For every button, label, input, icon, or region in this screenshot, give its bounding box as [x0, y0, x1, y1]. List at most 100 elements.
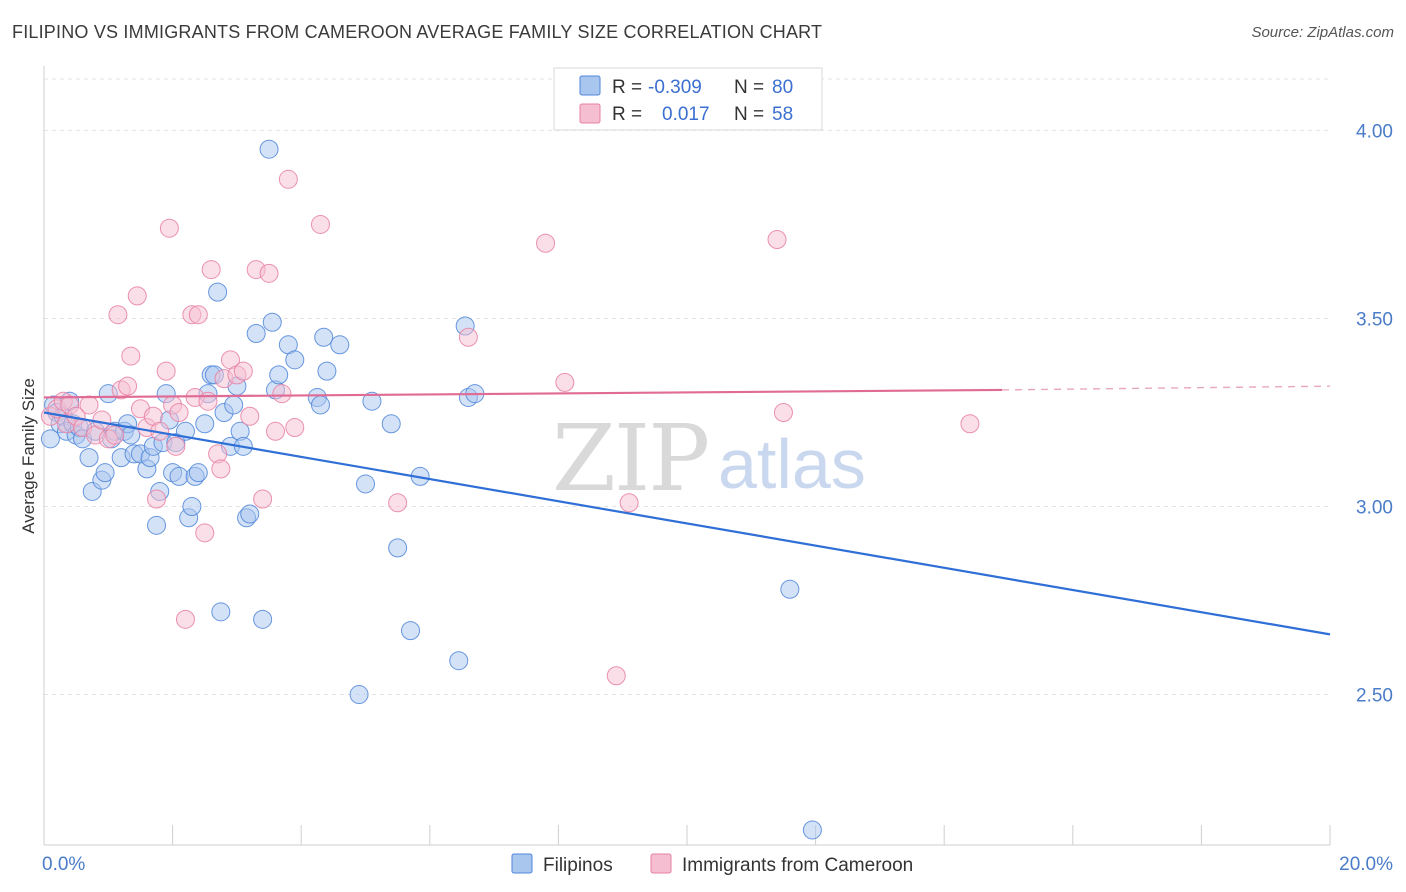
- legend-r-label-filipinos: R =: [612, 77, 642, 98]
- point-cameroon: [169, 402, 189, 422]
- x-tick-label-max: 20.0%: [1339, 854, 1393, 875]
- point-filipinos: [79, 448, 99, 468]
- trend-lines: [43, 385, 1331, 636]
- point-cameroon: [253, 489, 273, 509]
- x-tick-labels: 0.0% 20.0%: [42, 854, 1393, 875]
- point-filipinos: [95, 463, 115, 483]
- point-filipinos: [182, 497, 202, 517]
- point-cameroon: [79, 395, 99, 415]
- point-filipinos: [262, 312, 282, 332]
- point-cameroon: [259, 263, 279, 283]
- y-axis-title: Average Family Size: [19, 378, 38, 534]
- point-cameroon: [92, 410, 112, 430]
- point-filipinos: [802, 820, 822, 840]
- point-filipinos: [259, 139, 279, 159]
- point-cameroon: [198, 391, 218, 411]
- point-cameroon: [278, 169, 298, 189]
- point-cameroon: [127, 286, 147, 306]
- y-tick-label: 3.00: [1356, 498, 1393, 519]
- point-filipinos: [314, 327, 334, 347]
- point-cameroon: [285, 418, 305, 438]
- point-cameroon: [188, 305, 208, 325]
- point-filipinos: [285, 350, 305, 370]
- point-filipinos: [147, 515, 167, 535]
- bottom-legend-filipinos: Filipinos: [543, 855, 613, 876]
- point-cameroon: [201, 260, 221, 280]
- legend-n-label-cameroon: N =: [734, 104, 764, 125]
- point-filipinos: [246, 324, 266, 344]
- legend-swatch-filipinos: [579, 75, 601, 96]
- point-filipinos: [330, 335, 350, 355]
- trend-line-cameroon-extension: [1002, 385, 1331, 391]
- watermark: ZIP atlas: [552, 405, 866, 512]
- point-cameroon: [121, 346, 141, 366]
- point-filipinos: [253, 609, 273, 629]
- point-cameroon: [147, 489, 167, 509]
- point-filipinos: [780, 579, 800, 599]
- point-cameroon: [211, 459, 231, 479]
- point-cameroon: [272, 384, 292, 404]
- watermark-atlas: atlas: [718, 425, 866, 503]
- data-points: [40, 139, 980, 840]
- point-cameroon: [240, 406, 260, 426]
- point-cameroon: [156, 361, 176, 381]
- point-filipinos: [211, 602, 231, 622]
- point-cameroon: [118, 376, 138, 396]
- axes: [43, 66, 1331, 846]
- point-cameroon: [555, 372, 575, 392]
- trend-line-cameroon: [43, 388, 1003, 399]
- trend-line-filipinos: [43, 411, 1331, 636]
- point-cameroon: [166, 436, 186, 456]
- point-cameroon: [159, 218, 179, 238]
- point-cameroon: [960, 414, 980, 434]
- legend-r-label-cameroon: R =: [612, 104, 642, 125]
- y-tick-label: 3.50: [1356, 309, 1393, 330]
- point-filipinos: [317, 361, 337, 381]
- point-filipinos: [224, 395, 244, 415]
- legend-n-value-filipinos: 80: [772, 77, 793, 98]
- y-tick-label: 2.50: [1356, 686, 1393, 707]
- point-filipinos: [188, 463, 208, 483]
- y-tick-labels: 2.50 3.00 3.50 4.00: [1356, 121, 1393, 706]
- point-filipinos: [349, 685, 369, 705]
- point-cameroon: [773, 402, 793, 422]
- point-cameroon: [536, 233, 556, 253]
- point-filipinos: [208, 282, 228, 302]
- point-filipinos: [362, 391, 382, 411]
- legend-swatch-cameroon: [579, 103, 601, 124]
- point-filipinos: [269, 365, 289, 385]
- point-cameroon: [310, 214, 330, 234]
- point-cameroon: [767, 229, 787, 249]
- point-filipinos: [40, 429, 60, 449]
- point-cameroon: [108, 305, 128, 325]
- chart-title: FILIPINO VS IMMIGRANTS FROM CAMEROON AVE…: [12, 22, 823, 42]
- point-filipinos: [449, 651, 469, 671]
- bottom-legend-swatch-cameroon: [650, 853, 672, 874]
- point-filipinos: [169, 466, 189, 486]
- series-legend: Filipinos Immigrants from Cameroon: [511, 853, 913, 876]
- point-cameroon: [388, 493, 408, 513]
- point-filipinos: [240, 504, 260, 524]
- legend-r-value-filipinos: -0.309: [648, 77, 702, 98]
- point-cameroon: [606, 666, 626, 686]
- legend-n-label-filipinos: N =: [734, 77, 764, 98]
- point-filipinos: [356, 474, 375, 494]
- point-cameroon: [233, 361, 253, 381]
- point-cameroon: [175, 609, 195, 629]
- point-filipinos: [381, 414, 401, 434]
- point-filipinos: [401, 621, 421, 641]
- point-cameroon: [265, 421, 285, 441]
- stats-legend: R = -0.309 N = 80 R = 0.017 N = 58: [553, 67, 823, 131]
- point-filipinos: [195, 414, 215, 434]
- bottom-legend-swatch-filipinos: [511, 853, 533, 874]
- legend-r-value-cameroon: 0.017: [662, 104, 710, 125]
- bottom-legend-cameroon: Immigrants from Cameroon: [682, 855, 913, 876]
- x-tick-label-min: 0.0%: [42, 854, 85, 875]
- y-tick-label: 4.00: [1356, 121, 1393, 142]
- legend-n-value-cameroon: 58: [772, 104, 793, 125]
- point-cameroon: [105, 425, 125, 445]
- point-filipinos: [310, 395, 330, 415]
- source-label: Source: ZipAtlas.com: [1251, 24, 1394, 41]
- point-filipinos: [388, 538, 408, 558]
